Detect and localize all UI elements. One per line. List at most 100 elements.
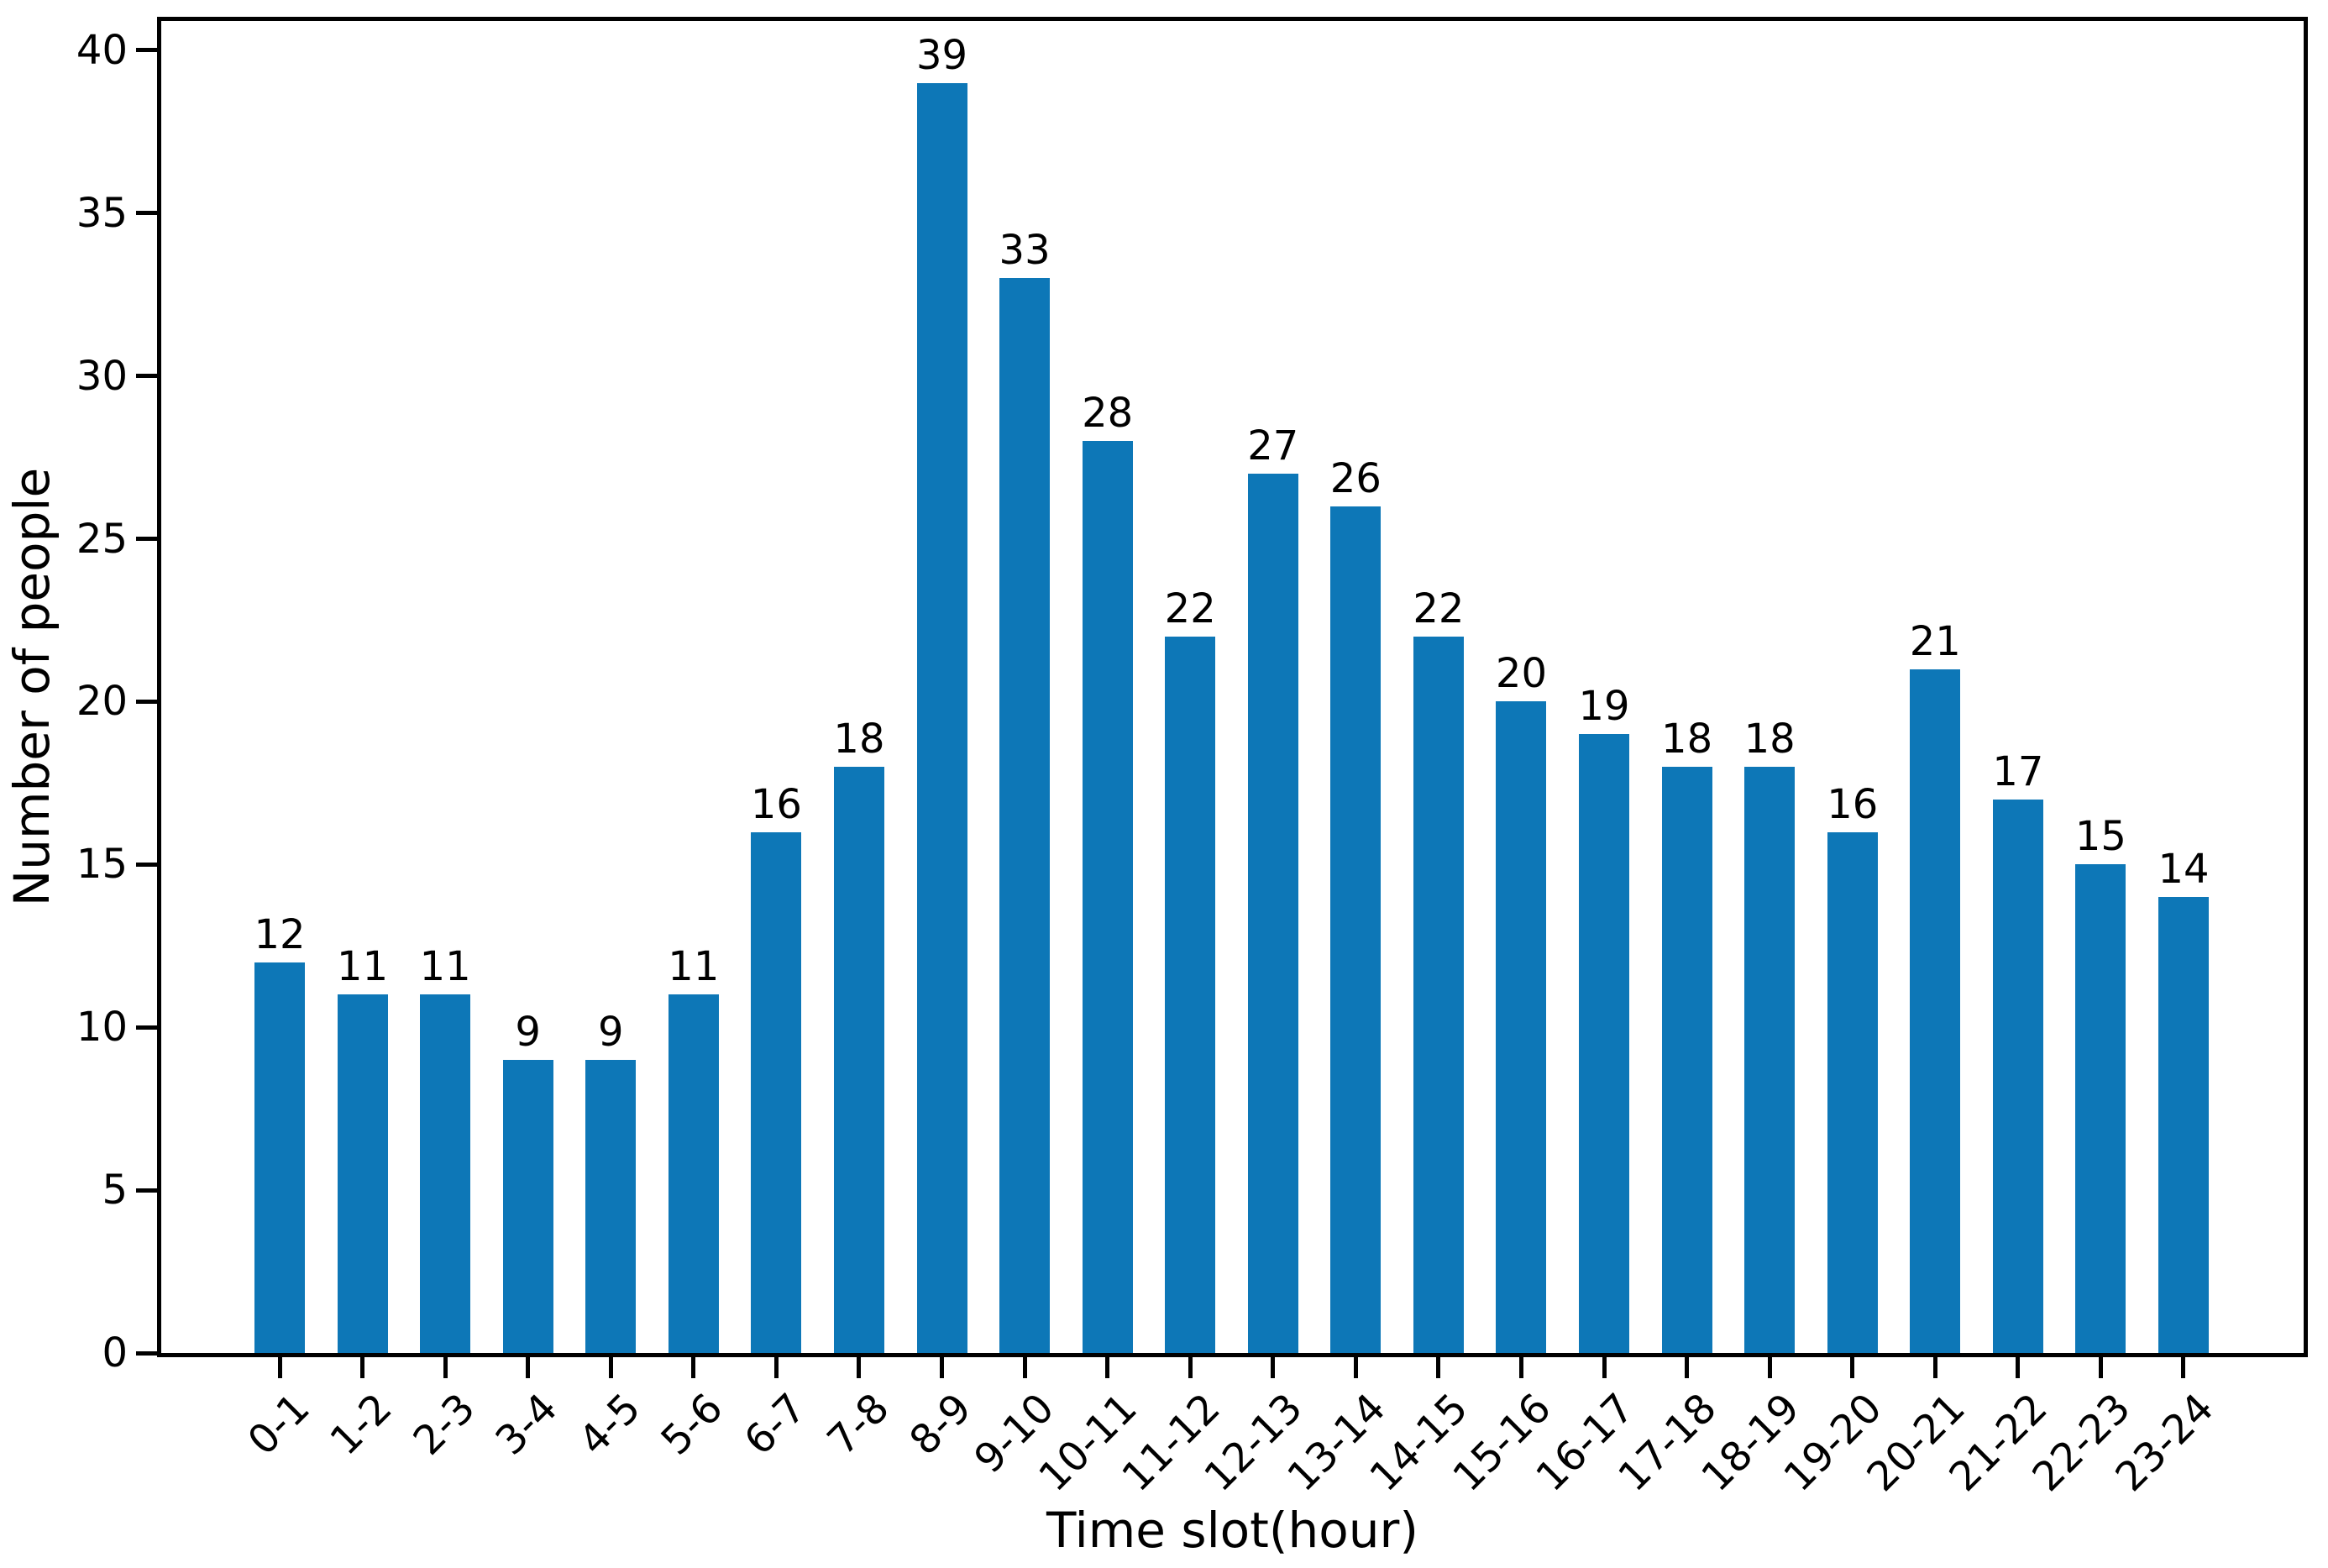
x-tick (1850, 1357, 1855, 1378)
y-tick-label: 30 (76, 352, 128, 400)
x-tick (1105, 1357, 1110, 1378)
y-tick (136, 862, 157, 867)
bar (337, 994, 388, 1353)
y-tick (136, 48, 157, 53)
bar (999, 278, 1051, 1353)
x-tick (1436, 1357, 1441, 1378)
bar-value-label: 18 (833, 716, 885, 763)
bar-value-label: 22 (1413, 585, 1465, 632)
bar-value-label: 39 (915, 31, 968, 79)
bar-value-label: 33 (999, 227, 1051, 275)
bar (916, 82, 967, 1353)
bar (1247, 474, 1298, 1353)
bar-value-label: 12 (254, 910, 306, 958)
bar (1661, 767, 1712, 1353)
x-tick (1271, 1357, 1276, 1378)
x-tick-label: 6-7 (735, 1384, 815, 1465)
x-tick (277, 1357, 282, 1378)
x-tick (1518, 1357, 1523, 1378)
y-tick-label: 40 (76, 26, 128, 74)
y-tick (136, 1188, 157, 1193)
bar (585, 1060, 637, 1353)
y-tick-label: 10 (76, 1004, 128, 1051)
bar (1165, 636, 1216, 1353)
y-tick (136, 374, 157, 379)
x-tick-label: 1-2 (321, 1384, 401, 1465)
y-axis-title: Number of people (3, 467, 60, 907)
x-tick (1685, 1357, 1690, 1378)
bar-value-label: 11 (419, 943, 471, 991)
x-tick (2098, 1357, 2103, 1378)
bar (751, 831, 802, 1353)
y-tick-label: 25 (76, 515, 128, 563)
bar (1992, 799, 2043, 1353)
y-tick-label: 5 (102, 1167, 128, 1214)
y-tick-label: 15 (76, 841, 128, 889)
x-tick (691, 1357, 696, 1378)
x-tick-label: 0-1 (239, 1384, 319, 1465)
plot-area (157, 17, 2308, 1357)
bar-value-label: 16 (1827, 780, 1879, 828)
x-tick (2016, 1357, 2021, 1378)
y-tick (136, 537, 157, 542)
y-tick (136, 699, 157, 704)
x-tick (857, 1357, 862, 1378)
bar-value-label: 9 (515, 1009, 541, 1056)
bar (1330, 506, 1382, 1353)
x-tick (608, 1357, 613, 1378)
y-tick-label: 0 (102, 1329, 128, 1377)
bar-value-label: 26 (1329, 454, 1382, 502)
bar (2158, 897, 2209, 1353)
bar (254, 962, 305, 1353)
y-tick (136, 1350, 157, 1356)
bar (1910, 669, 1961, 1353)
bar (420, 994, 471, 1353)
x-tick-label: 3-4 (486, 1384, 567, 1465)
bar (668, 994, 719, 1353)
bar (1579, 734, 1630, 1353)
x-tick (1022, 1357, 1027, 1378)
bar (1827, 831, 1878, 1353)
bar-value-label: 28 (1082, 390, 1134, 438)
bar (2075, 864, 2126, 1353)
y-tick-label: 20 (76, 678, 128, 726)
x-tick (940, 1357, 945, 1378)
bar-value-label: 20 (1495, 650, 1548, 698)
x-tick-label: 7-8 (818, 1384, 899, 1465)
bar-value-label: 14 (2158, 846, 2210, 894)
x-tick (1602, 1357, 1607, 1378)
bar (1496, 701, 1547, 1353)
y-tick (136, 1025, 157, 1030)
bar-value-label: 18 (1661, 716, 1713, 763)
bar (1413, 636, 1464, 1353)
x-tick-label: 5-6 (652, 1384, 732, 1465)
bar (502, 1060, 553, 1353)
x-tick (360, 1357, 365, 1378)
bar-value-label: 18 (1743, 716, 1796, 763)
bar-value-label: 11 (337, 943, 389, 991)
x-tick (1188, 1357, 1193, 1378)
bar-value-label: 19 (1578, 683, 1630, 731)
x-tick-label: 4-5 (569, 1384, 650, 1465)
bar-value-label: 17 (1992, 747, 2044, 795)
x-tick (2181, 1357, 2186, 1378)
bar-value-label: 22 (1164, 585, 1216, 632)
bar (1744, 767, 1796, 1353)
bar-value-label: 11 (668, 943, 720, 991)
x-tick (526, 1357, 531, 1378)
x-tick (773, 1357, 779, 1378)
bar-value-label: 16 (750, 780, 802, 828)
x-tick (1767, 1357, 1772, 1378)
x-tick-label: 2-3 (404, 1384, 485, 1465)
x-axis-title: Time slot(hour) (1046, 1502, 1419, 1559)
bar-value-label: 21 (1909, 617, 1961, 665)
bar-value-label: 27 (1247, 422, 1299, 469)
x-tick (1353, 1357, 1358, 1378)
x-tick (1932, 1357, 1937, 1378)
bar-value-label: 9 (597, 1009, 624, 1056)
bar (1082, 441, 1133, 1353)
y-tick (136, 211, 157, 216)
bar (833, 767, 884, 1353)
y-tick-label: 35 (76, 189, 128, 237)
